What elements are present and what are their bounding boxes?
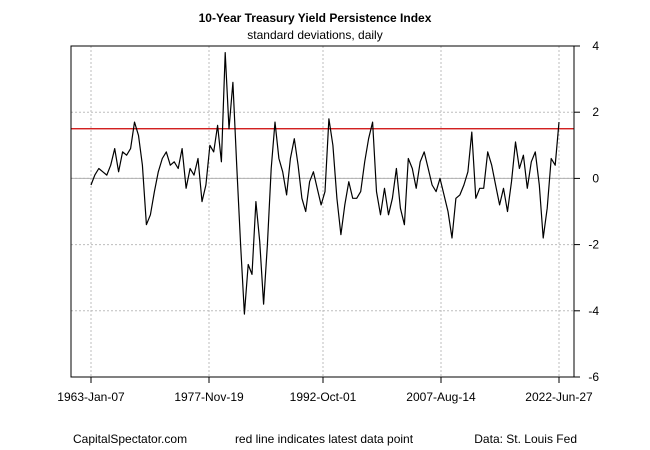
x-tick-label-0: 1963-Jan-07 — [57, 390, 125, 404]
y-tick-label--6: -6 — [588, 370, 599, 384]
x-tick-label-4: 2022-Jun-27 — [525, 390, 593, 404]
reference-lines — [71, 128, 574, 179]
chart-title: 10-Year Treasury Yield Persistence Index — [199, 11, 432, 25]
x-tick-label-3: 2007-Aug-14 — [406, 390, 476, 404]
y-tick-label--2: -2 — [588, 238, 599, 252]
footer-source-site: CapitalSpectator.com — [73, 432, 187, 446]
y-tick-label--4: -4 — [588, 304, 599, 318]
y-axis: -6 -4 -2 0 2 4 — [574, 39, 599, 384]
x-tick-label-2: 1992-Oct-01 — [290, 390, 357, 404]
y-tick-label-4: 4 — [592, 39, 599, 53]
footer-data-source: Data: St. Louis Fed — [474, 432, 577, 446]
x-tick-label-1: 1977-Nov-19 — [174, 390, 244, 404]
footer-note: red line indicates latest data point — [235, 432, 414, 446]
grid — [71, 45, 574, 378]
y-tick-label-2: 2 — [592, 105, 599, 119]
x-axis: 1963-Jan-07 1977-Nov-19 1992-Oct-01 2007-Au… — [57, 377, 593, 404]
series-layer — [90, 51, 560, 315]
y-tick-label-0: 0 — [592, 171, 599, 185]
series-line-0 — [90, 51, 560, 315]
chart-subtitle: standard deviations, daily — [247, 28, 382, 42]
